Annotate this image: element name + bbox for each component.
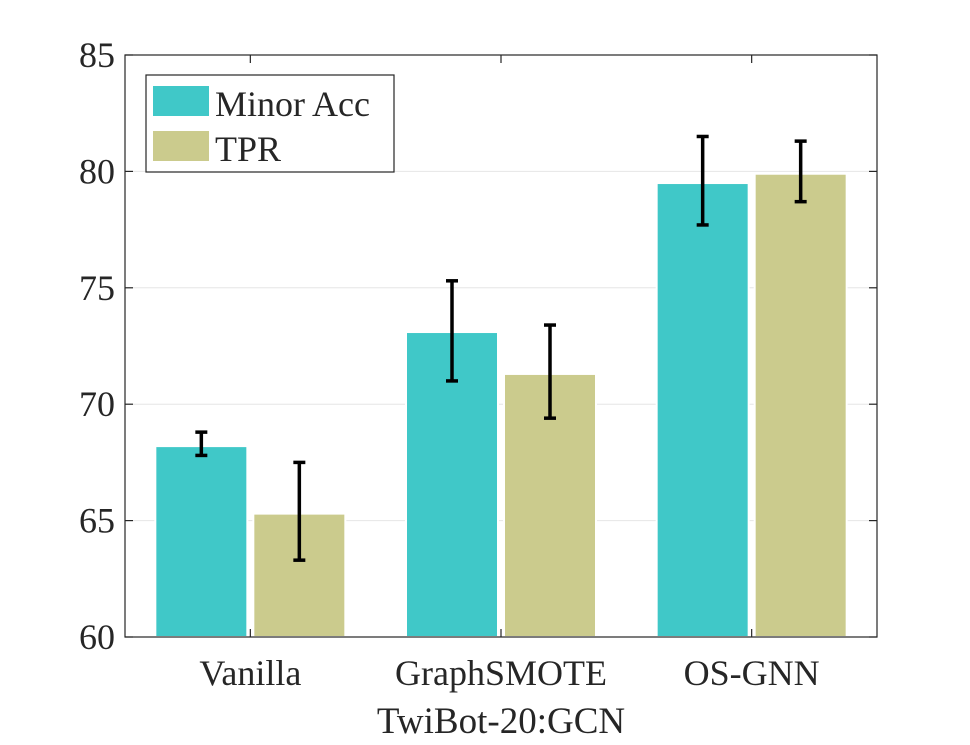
bar-minor-acc-os-gnn (655, 182, 750, 638)
error-bar (293, 460, 306, 562)
x-axis-title: TwiBot-20:GCN (377, 701, 625, 742)
x-tick-label: GraphSMOTE (395, 653, 607, 693)
y-tick-label: 75 (79, 268, 115, 308)
bar-minor-acc-vanilla (154, 445, 249, 638)
y-tick-label: 60 (79, 617, 115, 657)
legend: Minor Acc TPR (145, 74, 395, 173)
error-bar (195, 430, 208, 458)
legend-label-minor-acc: Minor Acc (215, 84, 370, 124)
x-tick-label: OS-GNN (684, 653, 820, 693)
error-bar (696, 134, 709, 227)
y-tick-label: 65 (79, 501, 115, 541)
bars (154, 172, 848, 639)
error-bars (195, 134, 807, 562)
bar-tpr-os-gnn (753, 172, 848, 638)
y-tick-label: 70 (79, 384, 115, 424)
x-tick-label: Vanilla (199, 653, 301, 693)
legend-swatch-tpr (153, 131, 209, 161)
y-axis: 60 65 70 75 80 85 (79, 35, 877, 657)
y-tick-label: 80 (79, 151, 115, 191)
y-tick-label: 85 (79, 35, 115, 75)
error-bar (446, 279, 458, 383)
x-axis: Vanilla GraphSMOTE OS-GNN (199, 55, 820, 693)
error-bar (794, 139, 807, 204)
legend-swatch-minor-acc (153, 86, 209, 116)
legend-label-tpr: TPR (215, 129, 281, 169)
error-bar (544, 323, 556, 420)
